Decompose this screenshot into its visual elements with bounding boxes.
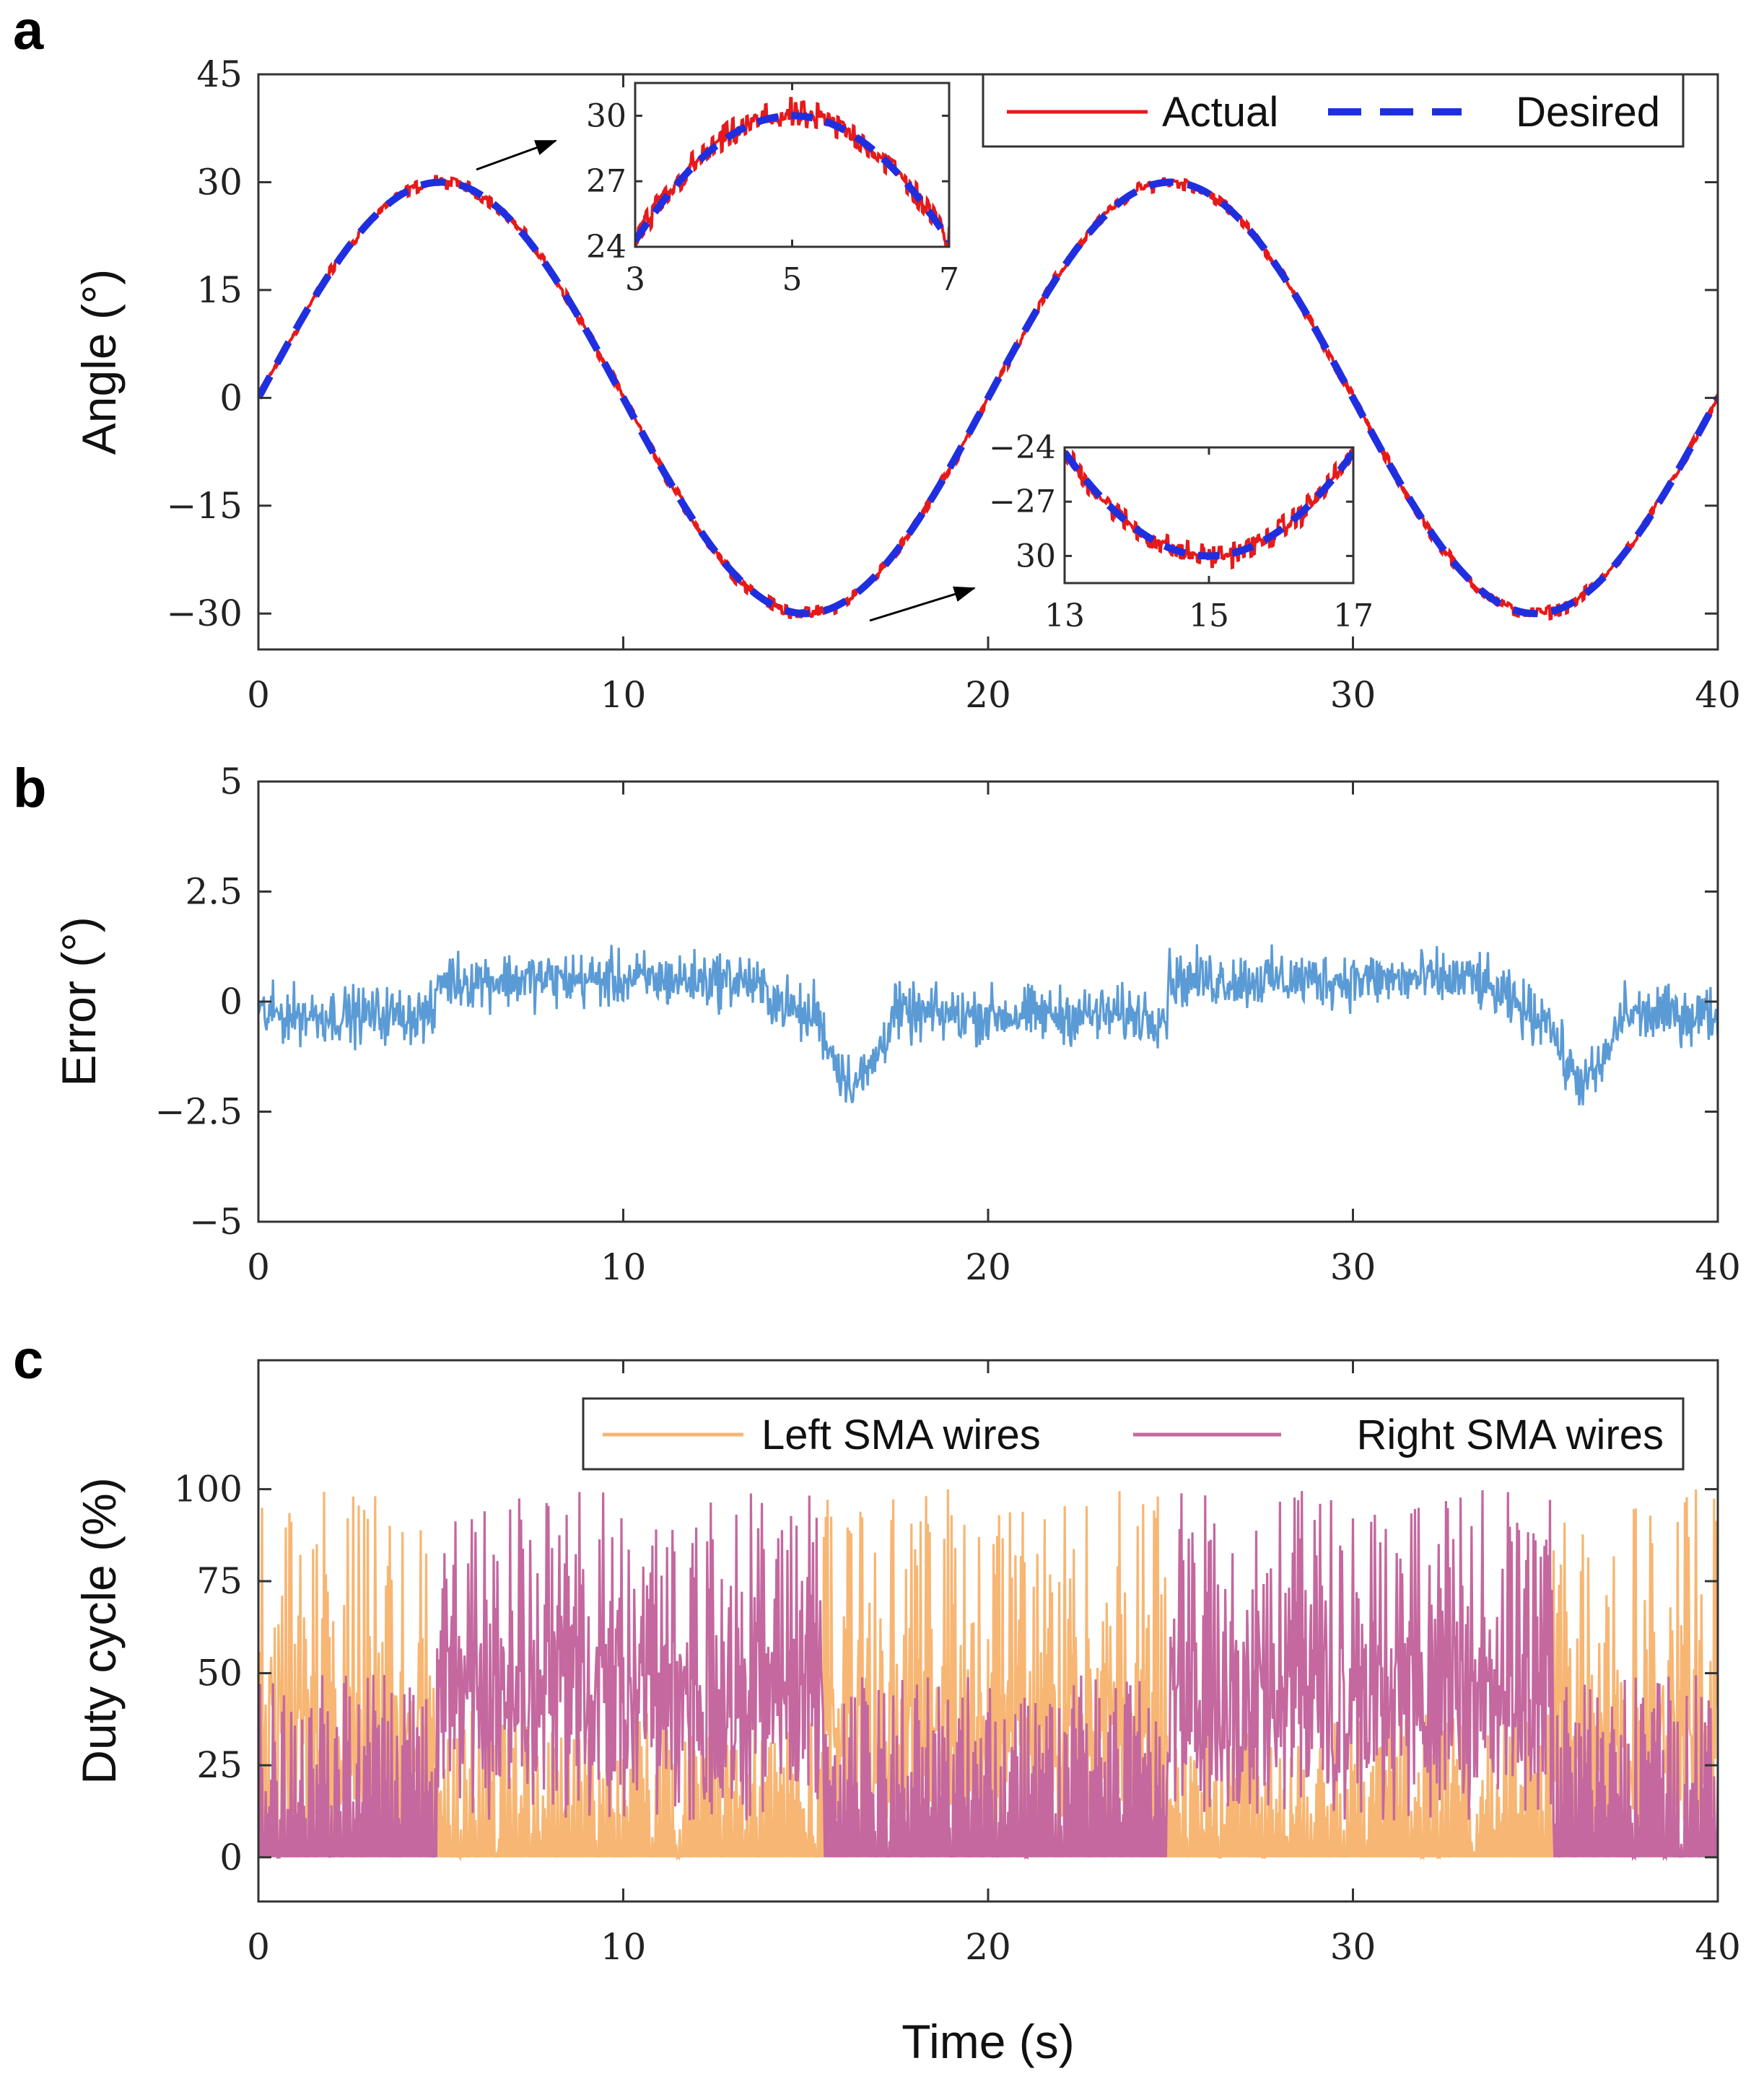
series-right-sma-line — [258, 1490, 1718, 1862]
x-tick-label: 10 — [601, 1926, 647, 1968]
legend: Left SMA wires Right SMA wires — [582, 1397, 1685, 1471]
x-tick-label: 7 — [939, 261, 959, 298]
x-tick-label: 10 — [601, 674, 647, 716]
x-tick-label: 20 — [965, 1246, 1011, 1288]
plot-frame — [257, 780, 1719, 1223]
panel-letter: b — [13, 758, 46, 819]
plot-frame — [257, 73, 1719, 651]
y-tick-label: 2.5 — [185, 871, 243, 913]
y-tick-label: 30 — [1016, 538, 1056, 574]
y-tick-label: 0 — [219, 981, 243, 1023]
y-tick-label: −15 — [166, 485, 243, 527]
x-tick-label: 20 — [965, 1926, 1011, 1968]
y-tick-label: 30 — [586, 97, 626, 134]
y-tick-label: −2.5 — [155, 1091, 243, 1133]
inset-desired-line — [635, 112, 949, 243]
series-error-line — [258, 944, 1718, 1106]
x-tick-label: 0 — [247, 674, 270, 716]
x-tick-label: 30 — [1330, 674, 1376, 716]
y-tick-label: 0 — [219, 1837, 243, 1878]
inset-desired-line — [1065, 450, 1353, 560]
y-tick-label: −5 — [189, 1201, 243, 1243]
y-axis-label: Duty cycle (%) — [72, 1477, 126, 1784]
y-tick-label: 0 — [219, 377, 243, 419]
inset-background — [1065, 447, 1353, 583]
plot-frame — [1063, 446, 1355, 585]
x-tick-label: 10 — [601, 1246, 647, 1288]
y-tick-label: 15 — [196, 269, 243, 311]
panel-b: 0 10 20 30 40 5 2.5 0 −2.5 −5 Error (°) b — [13, 758, 1741, 1288]
plot-frame — [634, 82, 951, 248]
x-tick-label: 0 — [247, 1246, 270, 1288]
series-desired-line — [258, 178, 1718, 618]
x-tick-label: 30 — [1330, 1246, 1376, 1288]
x-tick-label: 20 — [965, 674, 1011, 716]
y-axis-label: Error (°) — [52, 916, 105, 1086]
x-axis-label: Time (s) — [901, 2015, 1075, 2068]
plot-frame — [257, 1359, 1719, 1903]
y-tick-label: 45 — [196, 53, 243, 95]
x-tick-label: 17 — [1333, 598, 1374, 634]
panel-a: 0 10 20 30 40 45 30 15 0 −15 −30 Angle (°) a Actual De… — [13, 0, 1741, 716]
y-tick-label: 27 — [586, 163, 626, 200]
legend-actual-label: Actual — [1162, 89, 1278, 136]
x-tick-label: 13 — [1044, 598, 1085, 634]
x-tick-label: 15 — [1189, 598, 1229, 634]
y-tick-label: 5 — [219, 761, 243, 802]
x-tick-label: 5 — [782, 261, 803, 298]
y-tick-label: 30 — [196, 161, 243, 203]
panel-letter: c — [13, 1329, 43, 1391]
legend-left-label: Left SMA wires — [761, 1412, 1041, 1458]
inset-1: 3 5 7 30 27 24 — [586, 82, 959, 298]
y-axis-label: Angle (°) — [72, 269, 126, 455]
x-tick-label: 40 — [1695, 1926, 1741, 1968]
x-tick-label: 40 — [1695, 674, 1741, 716]
panel-c: 0 10 20 30 40 100 75 50 25 0 Duty cycle (%) Time (s… — [13, 1329, 1741, 2068]
series-left-sma-line — [258, 1489, 1718, 1862]
inset-2: 13 15 17 −24 −27 30 — [989, 429, 1374, 634]
y-tick-label: −30 — [166, 592, 243, 634]
inset1-arrow — [476, 139, 557, 171]
y-tick-label: −27 — [989, 483, 1056, 520]
inset2-arrow — [869, 586, 976, 622]
x-tick-label: 0 — [247, 1926, 270, 1968]
y-tick-label: 24 — [586, 229, 626, 266]
x-tick-label: 30 — [1330, 1926, 1376, 1968]
y-tick-label: 100 — [174, 1469, 243, 1510]
x-tick-label: 3 — [625, 261, 645, 298]
panel-letter: a — [13, 0, 44, 61]
y-tick-label: −24 — [989, 429, 1056, 466]
legend-right-label: Right SMA wires — [1357, 1412, 1664, 1458]
legend-desired-label: Desired — [1516, 89, 1660, 136]
y-tick-label: 25 — [196, 1744, 243, 1786]
y-tick-label: 75 — [196, 1560, 243, 1602]
legend: Actual Desired — [982, 73, 1685, 148]
x-tick-label: 40 — [1695, 1246, 1741, 1288]
y-tick-label: 50 — [196, 1653, 243, 1694]
